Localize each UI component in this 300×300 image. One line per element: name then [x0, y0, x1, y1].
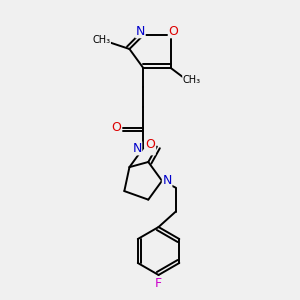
Text: N: N [132, 142, 142, 155]
Text: CH₃: CH₃ [92, 35, 110, 45]
Text: N: N [162, 174, 172, 187]
Text: O: O [168, 25, 178, 38]
Text: F: F [155, 277, 162, 290]
Text: O: O [146, 138, 156, 152]
Text: O: O [112, 121, 122, 134]
Text: H: H [146, 142, 155, 155]
Text: N: N [136, 25, 145, 38]
Text: CH₃: CH₃ [183, 75, 201, 85]
